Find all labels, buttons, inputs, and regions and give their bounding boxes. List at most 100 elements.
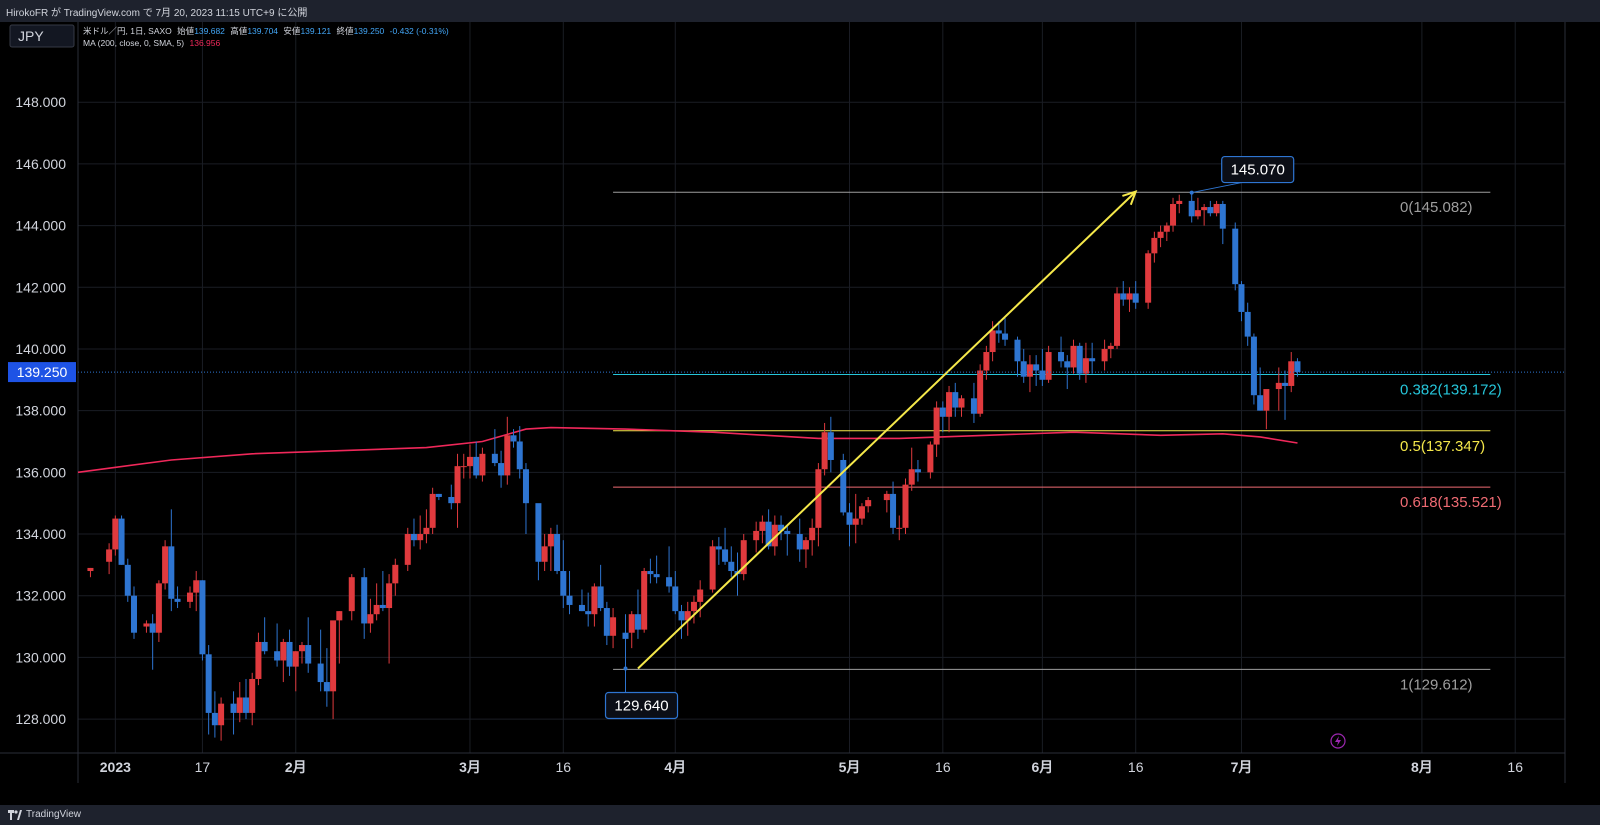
candle [479, 447, 486, 482]
y-axis: 148.000 146.000 144.000 142.000 140.000 138.0… [15, 94, 66, 727]
symbol-badge-bg[interactable] [9, 24, 75, 48]
candle-body [1014, 339, 1021, 362]
candle [410, 518, 417, 547]
candle-body [193, 580, 200, 593]
candle [560, 540, 567, 609]
candle-body [261, 641, 268, 652]
candle [155, 580, 162, 642]
price-chart[interactable]: 148.000 146.000 144.000 142.000 140.000 138.0… [0, 22, 1600, 805]
candle-body [610, 617, 617, 636]
candle-body [933, 407, 940, 445]
candle [684, 601, 691, 636]
footer-brand: TradingView [26, 809, 82, 820]
candle-body [379, 604, 386, 609]
candle [796, 518, 803, 562]
candle-body [709, 546, 716, 590]
candle [541, 534, 548, 572]
candle [753, 521, 760, 553]
candle [348, 574, 355, 621]
x-tick-label: 16 [1507, 759, 1523, 775]
candle [908, 447, 915, 491]
candle [995, 321, 1002, 343]
candle-body [628, 614, 635, 633]
legend-open-value: 139.682 [194, 26, 225, 36]
ma200-line [77, 426, 1298, 474]
candle-body [678, 611, 685, 621]
fib-level-label: 1(129.612) [1400, 676, 1473, 693]
candle-body [778, 524, 785, 531]
candle [547, 527, 554, 572]
candle-body [236, 697, 243, 713]
candle-body [989, 330, 996, 353]
candle-body [473, 456, 480, 476]
candle [298, 641, 305, 664]
candle-body [1238, 284, 1245, 312]
candle [634, 589, 641, 639]
y-tick-label: 134.000 [15, 526, 66, 542]
price-callouts: 129.640 145.070 [604, 155, 1295, 720]
candle-body [653, 574, 660, 578]
candle [448, 484, 455, 510]
candle [1126, 287, 1133, 312]
candle [728, 546, 735, 578]
candle-body [130, 595, 137, 633]
symbol-badge[interactable]: JPY [18, 28, 44, 44]
candle [149, 614, 156, 670]
candle-body [672, 586, 679, 612]
candle-body [865, 500, 872, 507]
candle [1058, 336, 1065, 368]
candle [1194, 197, 1201, 220]
fib-level-label: 0.382(139.172) [1400, 381, 1502, 398]
candle-body [124, 564, 131, 596]
candle-body [466, 456, 473, 467]
candle-body [386, 583, 393, 609]
candle [305, 617, 312, 673]
candle [1114, 287, 1121, 349]
candle-body [504, 435, 511, 476]
candle [821, 422, 828, 476]
candle [1170, 197, 1177, 232]
candle-body [1089, 358, 1096, 362]
candle-body [1163, 225, 1170, 232]
x-tick-label: 7月 [1231, 759, 1253, 775]
lightning-icon[interactable] [1330, 733, 1346, 749]
candle [1157, 225, 1164, 248]
candle-body [796, 534, 803, 550]
candle [1045, 345, 1052, 383]
legend-high-value: 139.704 [247, 26, 278, 36]
candle-body [852, 518, 859, 525]
candle-body [1263, 389, 1270, 411]
candle [1064, 355, 1071, 390]
candle [124, 558, 131, 602]
candle-body [560, 571, 567, 596]
last-price-badge-bg [8, 362, 76, 383]
candle [709, 540, 716, 593]
candle [958, 395, 965, 417]
candle [591, 583, 598, 627]
callout-text: 145.070 [1231, 162, 1285, 179]
candle [404, 527, 411, 572]
fib-retracement[interactable]: 0(145.082) 0.382(139.172) 0.5(137.347) 0.61… [613, 191, 1502, 693]
candle-body [186, 592, 193, 602]
candle-body [728, 561, 735, 572]
candle [1014, 336, 1021, 377]
fib-level-label: 0.5(137.347) [1400, 438, 1485, 455]
y-tick-label: 146.000 [15, 156, 66, 172]
candle [1275, 367, 1282, 411]
fib-level-label: 0(145.082) [1400, 199, 1473, 216]
candle [1244, 302, 1251, 346]
last-price-label: 139.250 [17, 364, 68, 380]
candle [162, 540, 169, 590]
legend-close-value: 139.250 [354, 26, 385, 36]
candle-body [1207, 207, 1214, 214]
candle [1263, 389, 1270, 430]
candle-body [759, 521, 766, 531]
candle [778, 515, 785, 541]
candle [280, 638, 287, 683]
candle-body [952, 392, 959, 408]
candle [186, 586, 193, 609]
candle-body [1101, 348, 1108, 362]
candle-body [1288, 361, 1295, 386]
trend-arrow[interactable] [637, 190, 1138, 670]
candle [1076, 342, 1083, 380]
